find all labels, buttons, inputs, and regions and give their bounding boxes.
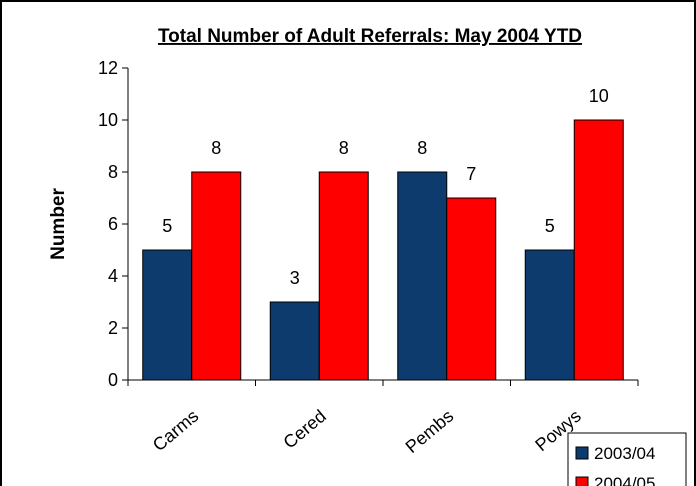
data-label: 8 bbox=[339, 138, 349, 158]
y-tick-label: 10 bbox=[98, 110, 118, 130]
chart-title: Total Number of Adult Referrals: May 200… bbox=[158, 26, 582, 47]
data-label: 3 bbox=[290, 268, 300, 288]
y-tick-label: 6 bbox=[108, 214, 118, 234]
bar bbox=[524, 249, 575, 381]
data-label: 7 bbox=[466, 164, 476, 184]
data-label: 8 bbox=[417, 138, 427, 158]
y-tick-label: 2 bbox=[108, 318, 118, 338]
data-label: 8 bbox=[211, 138, 221, 158]
y-axis-label: Number bbox=[48, 188, 69, 260]
y-tick-label: 4 bbox=[108, 266, 118, 286]
bar bbox=[191, 171, 242, 381]
legend-swatch bbox=[575, 476, 589, 486]
data-label: 5 bbox=[162, 216, 172, 236]
bar bbox=[397, 171, 448, 381]
bar bbox=[269, 301, 320, 381]
data-label: 5 bbox=[545, 216, 555, 236]
legend-swatch bbox=[575, 446, 589, 460]
bar bbox=[318, 171, 369, 381]
bar bbox=[142, 249, 193, 381]
legend-label: 2003/04 bbox=[594, 444, 655, 463]
legend-label: 2004/05 bbox=[594, 474, 655, 486]
y-tick-label: 0 bbox=[108, 370, 118, 390]
bar bbox=[573, 119, 624, 381]
bar bbox=[446, 197, 497, 381]
data-label: 10 bbox=[589, 86, 609, 106]
y-tick-label: 8 bbox=[108, 162, 118, 182]
y-tick-label: 12 bbox=[98, 58, 118, 78]
